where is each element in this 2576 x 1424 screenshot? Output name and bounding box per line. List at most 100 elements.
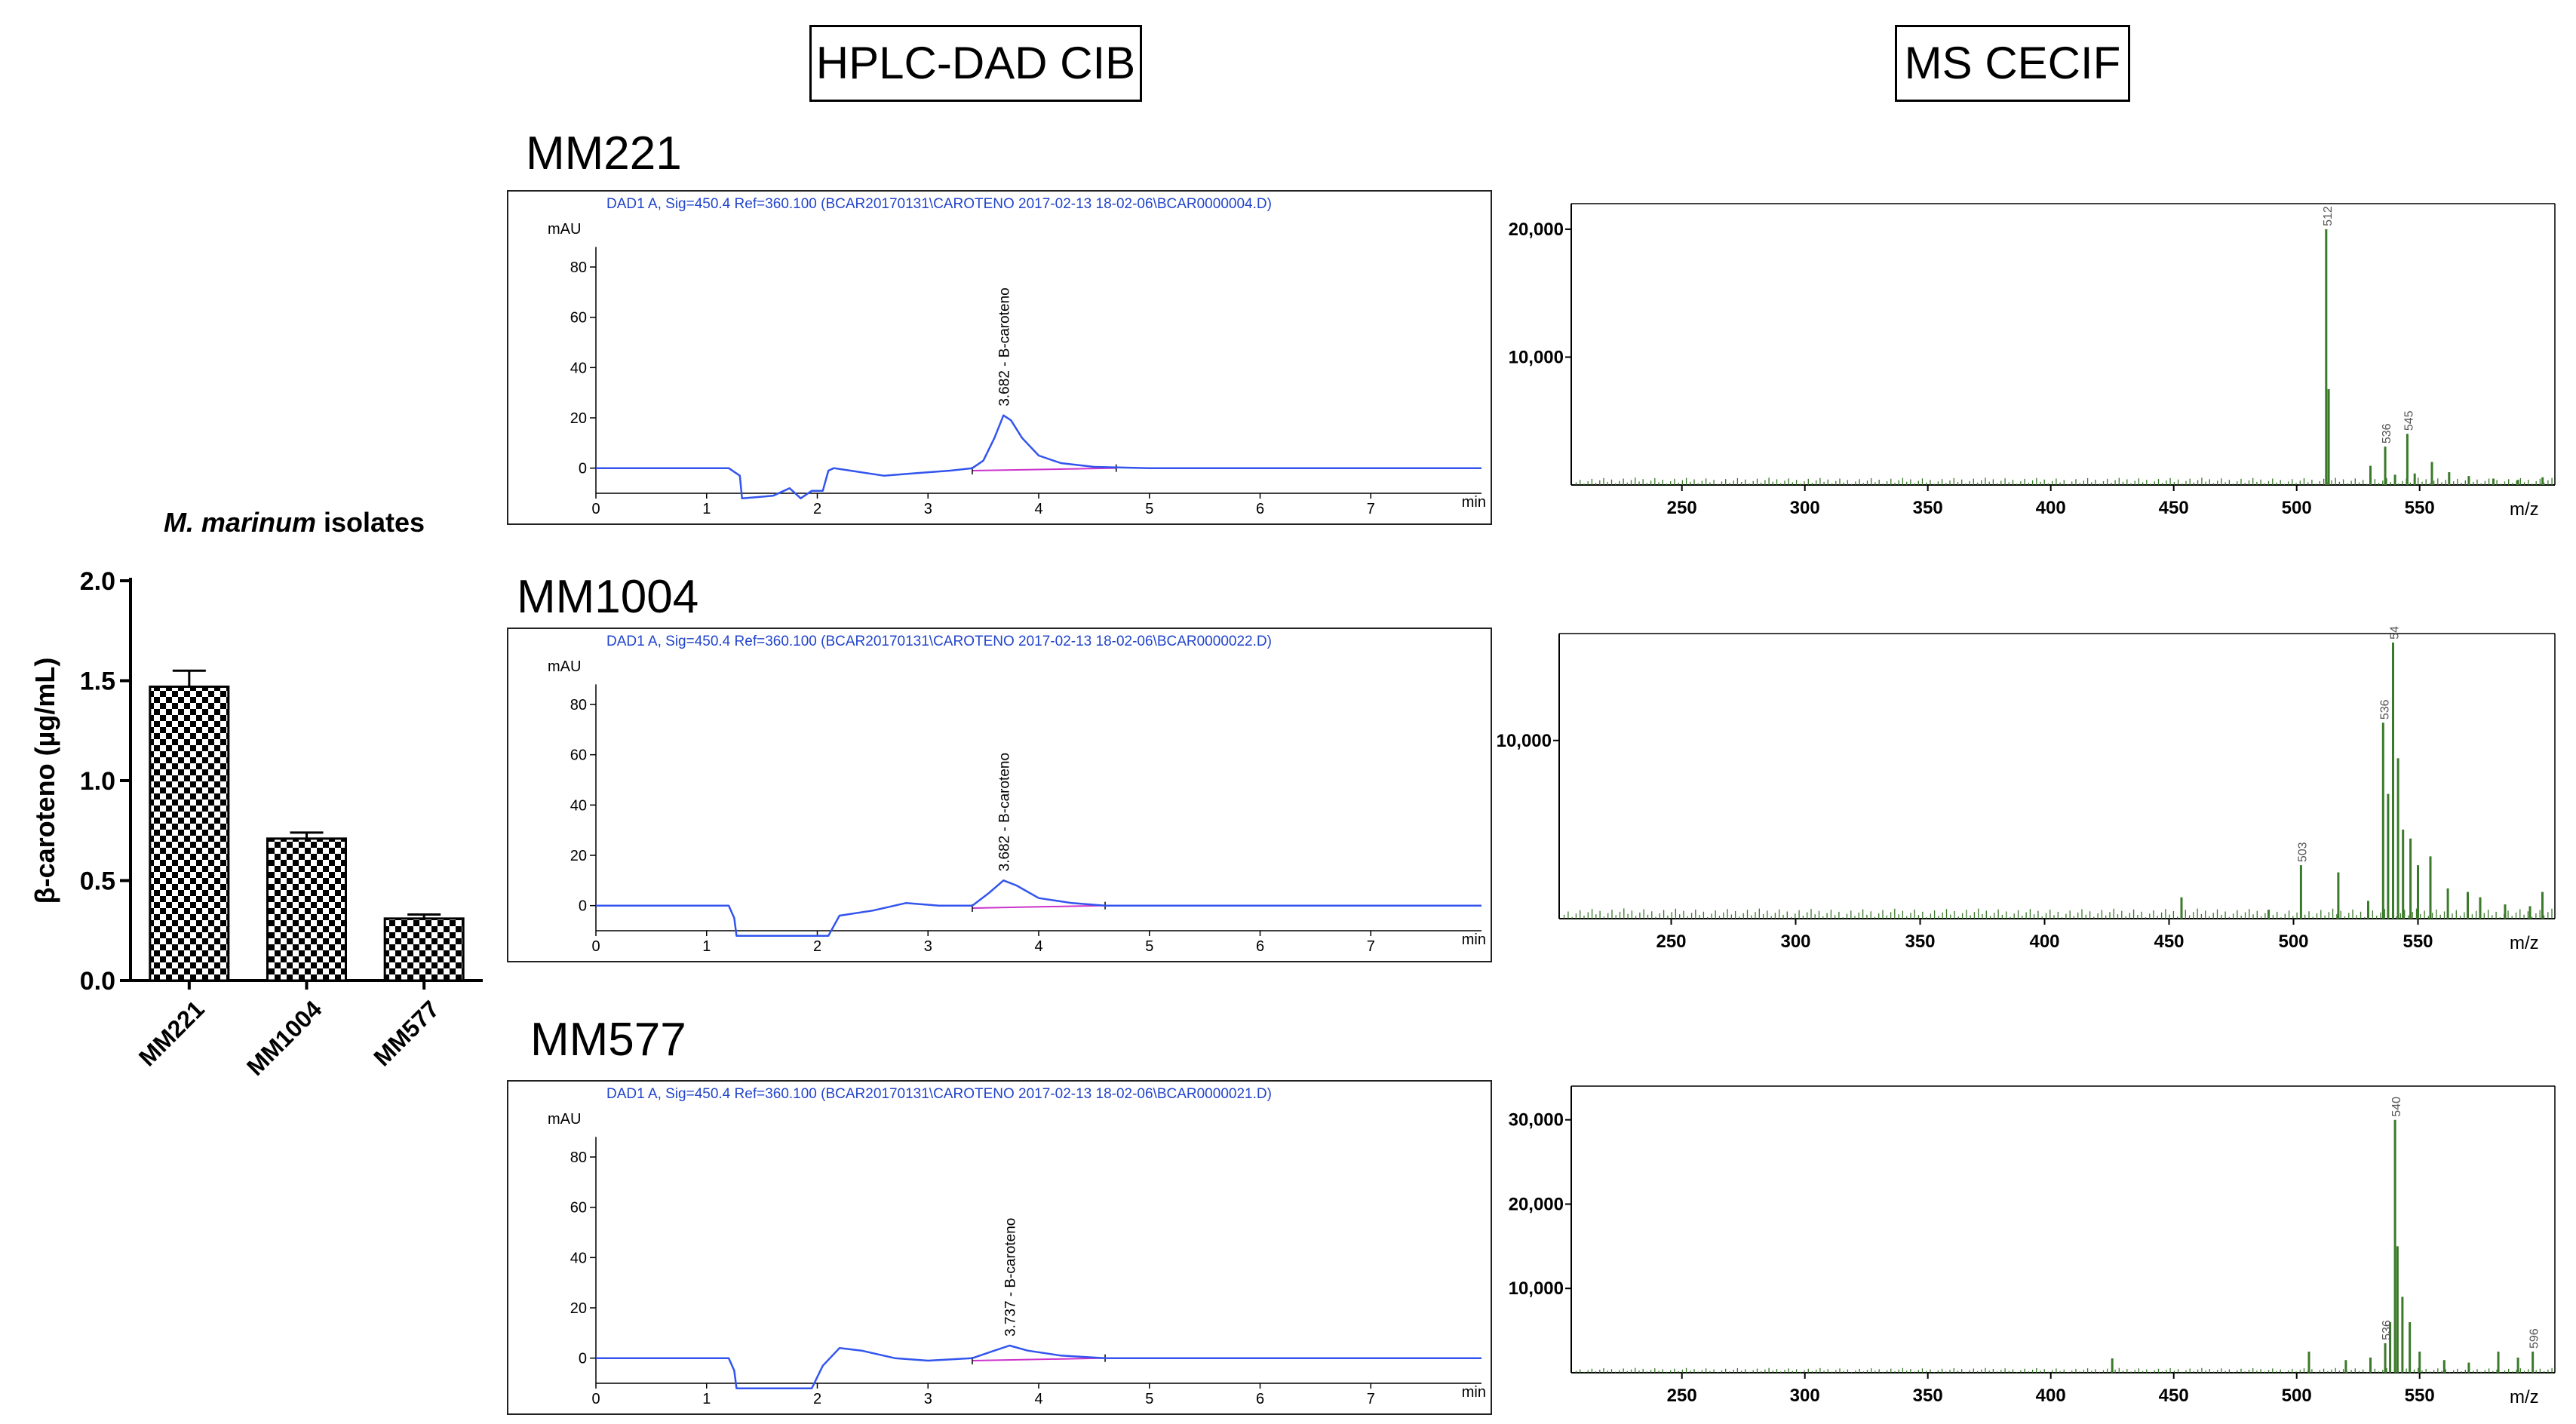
hplc-x-tick-label: 4 (1034, 938, 1042, 955)
ms-x-tick-label: 550 (2405, 1386, 2435, 1406)
ms-x-tick-label: 250 (1667, 1386, 1697, 1406)
hplc-x-unit: min (1462, 1384, 1486, 1401)
hplc-y-tick-label: 40 (570, 797, 587, 814)
hplc-y-unit: mAU (548, 658, 581, 675)
ms-x-tick-label: 400 (2036, 498, 2066, 518)
ms-x-tick-label: 300 (1790, 498, 1820, 518)
hplc-x-tick-label: 0 (591, 1391, 600, 1407)
hplc-x-tick-label: 4 (1034, 501, 1042, 517)
hplc-chart-mm577: DAD1 A, Sig=450.4 Ref=360.100 (BCAR20170… (548, 1086, 1486, 1407)
ms-peak-label: 540 (2389, 626, 2402, 640)
ms-x-tick-label: 450 (2154, 931, 2184, 952)
ms-x-tick-label: 500 (2278, 931, 2308, 952)
ms-header-box: MS CECIF (1895, 25, 2130, 102)
ms-y-tick-label: 30,000 (1509, 1110, 1564, 1131)
hplc-y-tick-label: 0 (579, 461, 587, 477)
ms-x-tick-label: 250 (1667, 498, 1697, 518)
hplc-header-text: DAD1 A, Sig=450.4 Ref=360.100 (BCAR20170… (606, 196, 1272, 212)
ms-x-axis-label: m/z (2510, 1387, 2539, 1407)
ms-peak-label: 596 (2528, 1328, 2541, 1349)
ms-noise-floor (1575, 1367, 2553, 1373)
ms-peak-label: 512 (2322, 206, 2335, 226)
sample-label-mm1004: MM1004 (517, 571, 699, 623)
ms-peak-label: 536 (2381, 1320, 2393, 1340)
hplc-y-tick-label: 0 (579, 898, 587, 915)
bar-y-tick-label: 0.0 (80, 967, 115, 996)
ms-x-tick-label: 300 (1790, 1386, 1820, 1406)
ms-y-tick-label: 10,000 (1509, 1278, 1564, 1299)
hplc-x-tick-label: 1 (702, 501, 711, 517)
ms-y-tick-label: 20,000 (1509, 219, 1564, 240)
hplc-x-tick-label: 6 (1256, 501, 1264, 517)
hplc-x-tick-label: 3 (924, 501, 932, 517)
ms-x-axis-label: m/z (2510, 499, 2539, 520)
ms-peak-label: 503 (2296, 842, 2309, 862)
hplc-trace (596, 879, 1481, 937)
ms-chart-mm221: 10,000 20,000 250 300 350 400 450 500 550 m/z 512 5… (1509, 203, 2556, 520)
hplc-x-tick-label: 2 (813, 501, 821, 517)
hplc-peak-label: 3.682 - B-caroteno (996, 287, 1012, 406)
hplc-x-tick-label: 0 (591, 501, 600, 517)
ms-y-tick-label: 10,000 (1497, 731, 1552, 751)
ms-x-tick-label: 550 (2405, 498, 2435, 518)
hplc-x-tick-label: 7 (1367, 938, 1375, 955)
ms-x-tick-label: 350 (1913, 1386, 1943, 1406)
hplc-x-unit: min (1462, 931, 1486, 948)
hplc-y-tick-label: 80 (570, 259, 587, 276)
hplc-x-tick-label: 2 (813, 1391, 821, 1407)
ms-x-tick-label: 450 (2159, 498, 2189, 518)
hplc-y-tick-label: 60 (570, 1200, 587, 1217)
bar-y-tick-label: 1.0 (80, 767, 115, 796)
hplc-chart-mm221: DAD1 A, Sig=450.4 Ref=360.100 (BCAR20170… (548, 196, 1486, 517)
hplc-y-tick-label: 40 (570, 1250, 587, 1266)
hplc-x-tick-label: 6 (1256, 938, 1264, 955)
ms-x-tick-label: 350 (1913, 498, 1943, 518)
hplc-integration-baseline (972, 904, 1106, 909)
bar-y-tick-label: 1.5 (80, 668, 115, 696)
sample-label-mm221: MM221 (526, 127, 682, 180)
hplc-x-tick-label: 1 (702, 938, 711, 955)
hplc-panel-mm577: DAD1 A, Sig=450.4 Ref=360.100 (BCAR20170… (507, 1080, 1492, 1415)
hplc-y-tick-label: 20 (570, 1300, 587, 1317)
ms-peak-label: 536 (2378, 699, 2391, 720)
bar-y-tick-label: 0.5 (80, 867, 115, 896)
hplc-y-tick-label: 80 (570, 697, 587, 714)
ms-x-tick-label: 300 (1780, 931, 1810, 952)
hplc-x-tick-label: 7 (1367, 1391, 1375, 1407)
hplc-x-tick-label: 3 (924, 938, 932, 955)
hplc-header-text: DAD1 A, Sig=450.4 Ref=360.100 (BCAR20170… (606, 634, 1272, 649)
hplc-y-tick-label: 20 (570, 410, 587, 427)
ms-chart-mm1004: 10,000 250 300 350 400 450 500 550 m/z 503 536 540 (1497, 626, 2556, 953)
sample-label-mm577: MM577 (530, 1014, 686, 1066)
bar-x-tick-label: MM221 (134, 995, 210, 1071)
hplc-integration-baseline (972, 1357, 1106, 1361)
hplc-trace (596, 1344, 1481, 1389)
ms-y-tick-label: 10,000 (1509, 347, 1564, 367)
ms-x-tick-label: 500 (2282, 1386, 2312, 1406)
hplc-y-tick-label: 20 (570, 848, 587, 864)
bar-chart-title: M. marinum isolates (164, 507, 425, 538)
ms-peak-label: 545 (2403, 410, 2415, 431)
hplc-chart-mm1004: DAD1 A, Sig=450.4 Ref=360.100 (BCAR20170… (548, 634, 1486, 955)
ms-x-tick-label: 450 (2159, 1386, 2189, 1406)
hplc-x-tick-label: 5 (1145, 1391, 1153, 1407)
hplc-peak-label: 3.737 - B-caroteno (1002, 1218, 1018, 1337)
ms-y-tick-label: 20,000 (1509, 1194, 1564, 1214)
hplc-x-tick-label: 3 (924, 1391, 932, 1407)
hplc-x-tick-label: 5 (1145, 501, 1153, 517)
ms-x-tick-label: 400 (2036, 1386, 2066, 1406)
ms-peak-label: 540 (2390, 1097, 2403, 1117)
hplc-header-text: DAD1 A, Sig=450.4 Ref=360.100 (BCAR20170… (606, 1086, 1272, 1102)
ms-x-tick-label: 400 (2029, 931, 2059, 952)
bar-chart: M. marinum isolates β-caroteno (µg/mL) 0.0… (29, 507, 483, 1081)
ms-x-tick-label: 250 (1656, 931, 1686, 952)
hplc-panel-mm221: DAD1 A, Sig=450.4 Ref=360.100 (BCAR20170… (507, 190, 1492, 525)
ms-peak-label: 536 (2381, 423, 2393, 443)
hplc-x-tick-label: 5 (1145, 938, 1153, 955)
hplc-y-unit: mAU (548, 221, 581, 238)
hplc-panel-mm1004: DAD1 A, Sig=450.4 Ref=360.100 (BCAR20170… (507, 628, 1492, 962)
hplc-y-tick-label: 0 (579, 1351, 587, 1367)
hplc-trace (596, 414, 1481, 499)
hplc-y-tick-label: 80 (570, 1149, 587, 1166)
hplc-x-tick-label: 6 (1256, 1391, 1264, 1407)
